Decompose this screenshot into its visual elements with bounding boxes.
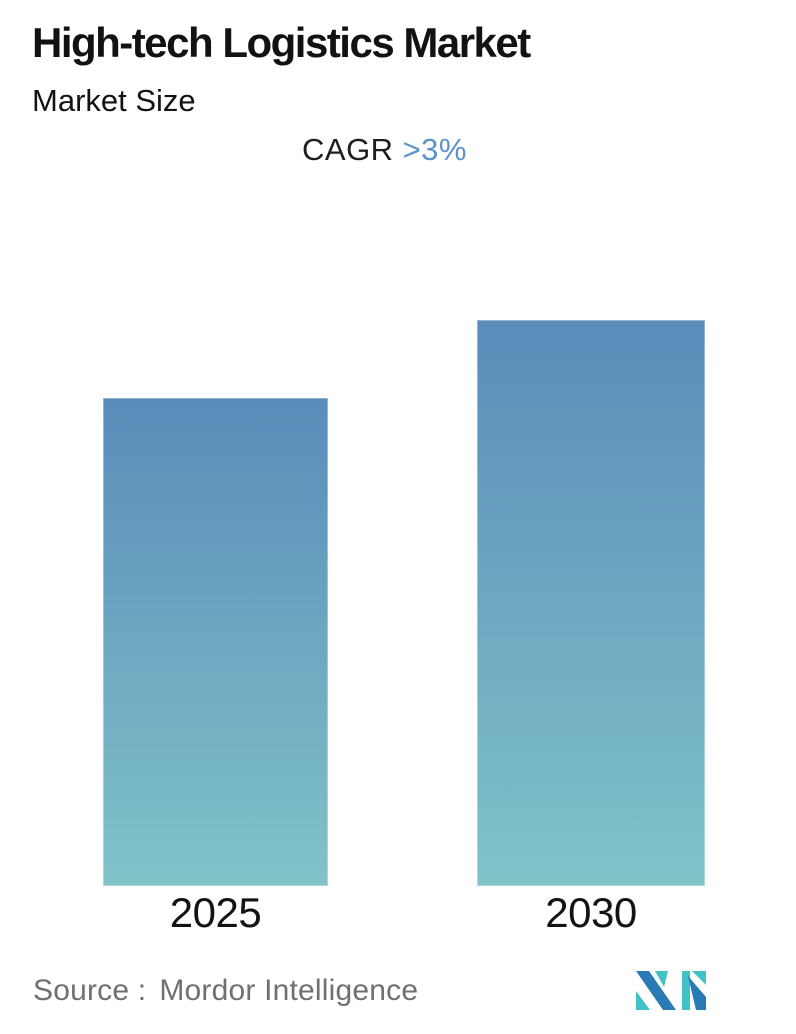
bar-2025 xyxy=(103,398,328,886)
chart-subtitle: Market Size xyxy=(32,83,196,118)
source-value: Mordor Intelligence xyxy=(159,974,419,1007)
logo-teal-column xyxy=(682,971,690,1010)
logo-teal-top-wedge xyxy=(655,971,668,987)
cagr-label: CAGR xyxy=(302,132,394,167)
logo-teal-bottom-wedge xyxy=(636,991,650,1010)
logo-blue-band xyxy=(636,971,676,1010)
source-label: Source : xyxy=(33,974,147,1007)
logo-blue-diagonal xyxy=(688,976,706,1010)
cagr-annotation: CAGR >3% xyxy=(302,134,467,165)
mordor-intelligence-logo xyxy=(636,971,706,1010)
chart-title: High-tech Logistics Market xyxy=(32,19,531,66)
cagr-value: >3% xyxy=(402,132,467,167)
bar-2030 xyxy=(477,320,705,886)
x-axis-label-2025: 2025 xyxy=(169,889,262,936)
logo-teal-corner xyxy=(692,971,706,985)
x-axis-label-2030: 2030 xyxy=(545,889,637,936)
source-text: Source : Mordor Intelligence xyxy=(33,976,418,1006)
